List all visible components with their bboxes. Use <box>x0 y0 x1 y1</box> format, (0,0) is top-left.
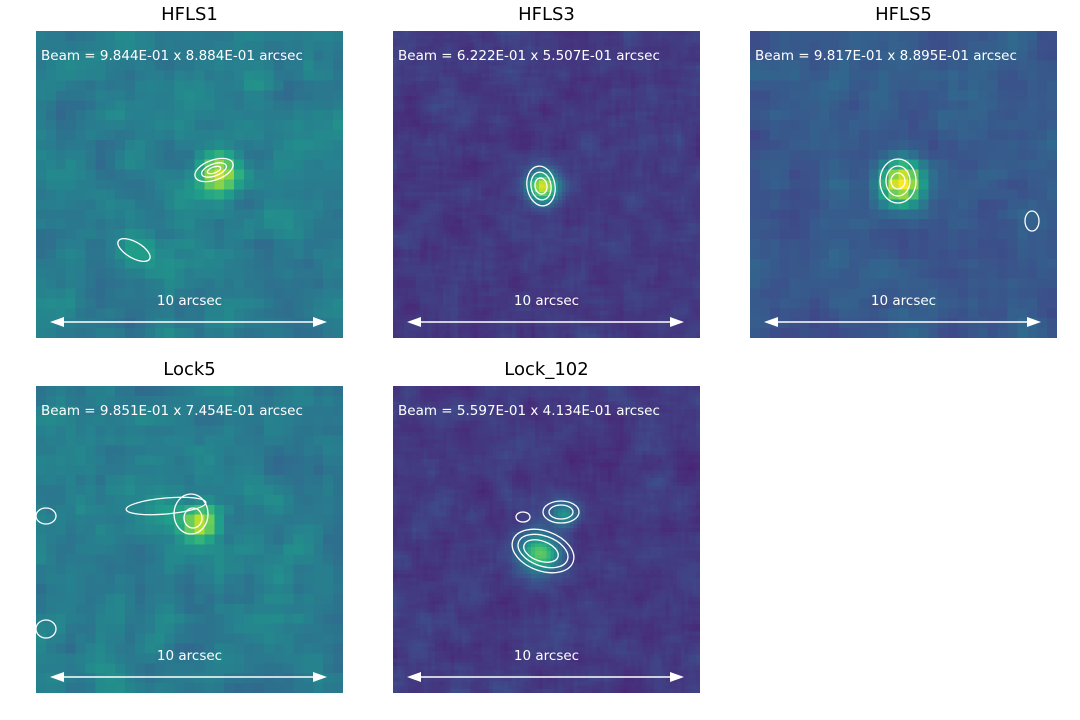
contour-line <box>530 171 552 201</box>
contour-line <box>542 500 580 524</box>
panel-lock-102: Lock_102 Beam = 5.597E-01 x 4.134E-01 ar… <box>393 359 700 693</box>
scale-bar-arrow <box>50 317 327 327</box>
panel-title: Lock5 <box>163 359 216 380</box>
contour-line <box>194 157 234 183</box>
contour-line <box>515 511 531 523</box>
contour-line <box>548 504 574 520</box>
scale-bar-arrow <box>764 317 1041 327</box>
contour-line <box>117 237 151 263</box>
contour-line <box>526 165 556 207</box>
beam-label: Beam = 5.597E-01 x 4.134E-01 arcsec <box>398 403 660 419</box>
scale-bar-label: 10 arcsec <box>513 293 580 309</box>
contour-overlay <box>407 165 684 327</box>
scale-bar-label: 10 arcsec <box>156 293 223 309</box>
panel-title: HFLS5 <box>875 4 932 25</box>
contour-line <box>36 507 57 525</box>
contour-line <box>879 158 917 204</box>
flux-map <box>750 31 1057 338</box>
contour-overlay <box>764 158 1041 327</box>
flux-map <box>393 386 700 693</box>
contour-line <box>36 619 57 639</box>
panel-title: HFLS3 <box>518 4 575 25</box>
contour-line <box>206 165 222 175</box>
flux-map <box>36 31 343 338</box>
contour-overlay <box>36 493 327 682</box>
scale-bar-label: 10 arcsec <box>513 648 580 664</box>
scale-bar-arrow <box>50 672 327 682</box>
panel-title: HFLS1 <box>161 4 218 25</box>
contour-line <box>517 533 569 569</box>
panel-hfls5: HFLS5 Beam = 9.817E-01 x 8.895E-01 arcse… <box>750 4 1057 338</box>
panel-title: Lock_102 <box>504 359 589 380</box>
beam-label: Beam = 9.844E-01 x 8.884E-01 arcsec <box>41 48 303 64</box>
scale-bar-arrow <box>407 317 684 327</box>
contour-line <box>885 165 911 197</box>
contour-line <box>523 539 559 563</box>
panel-hfls1: HFLS1 Beam = 9.844E-01 x 8.884E-01 arcse… <box>36 4 343 338</box>
scale-bar-arrow <box>407 672 684 682</box>
contour-line <box>173 493 209 535</box>
beam-label: Beam = 9.817E-01 x 8.895E-01 arcsec <box>755 48 1017 64</box>
scale-bar-label: 10 arcsec <box>156 648 223 664</box>
beam-label: Beam = 9.851E-01 x 7.454E-01 arcsec <box>41 403 303 419</box>
contour-overlay <box>407 500 684 682</box>
scale-bar-label: 10 arcsec <box>870 293 937 309</box>
panel-hfls3: HFLS3 Beam = 6.222E-01 x 5.507E-01 arcse… <box>393 4 700 338</box>
contour-line <box>890 172 906 190</box>
contour-overlay <box>50 157 327 327</box>
panel-lock5: Lock5 Beam = 9.851E-01 x 7.454E-01 arcse… <box>36 359 343 693</box>
contour-line <box>125 496 207 516</box>
contour-line <box>511 528 575 574</box>
beam-label: Beam = 6.222E-01 x 5.507E-01 arcsec <box>398 48 660 64</box>
contour-line <box>200 162 228 178</box>
contour-line <box>534 177 548 195</box>
contour-line <box>183 507 203 529</box>
flux-map <box>36 386 343 693</box>
contour-line <box>1024 210 1040 232</box>
